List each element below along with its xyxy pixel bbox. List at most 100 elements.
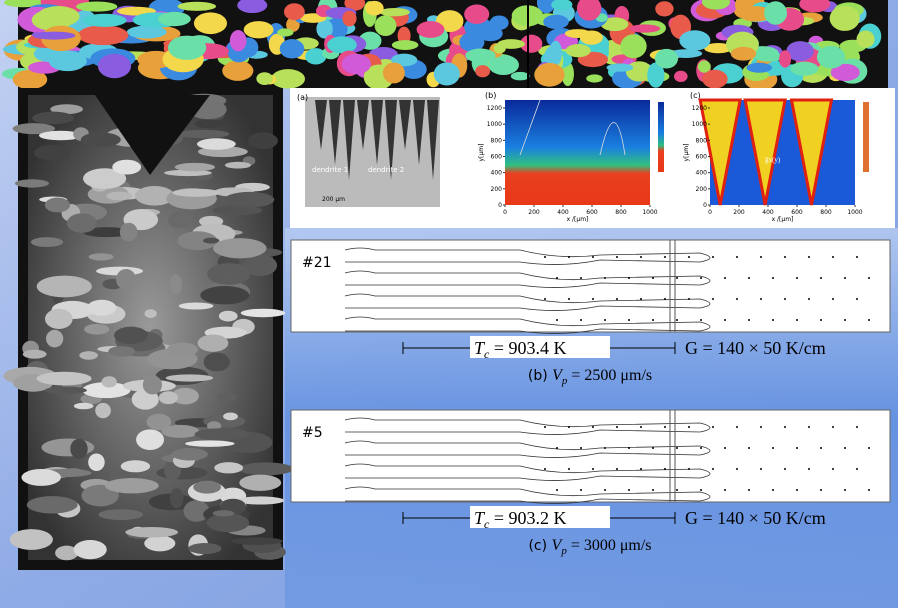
grain bbox=[790, 61, 819, 76]
panel-label: (c) bbox=[690, 91, 701, 100]
dot bbox=[820, 447, 822, 449]
grain bbox=[465, 48, 496, 63]
dot bbox=[724, 489, 726, 491]
grain bbox=[213, 238, 267, 259]
dot bbox=[592, 426, 594, 428]
grain bbox=[565, 43, 591, 58]
dot bbox=[544, 298, 546, 300]
wedge bbox=[789, 98, 834, 206]
sim-box bbox=[290, 239, 891, 333]
symbol: V bbox=[552, 537, 564, 554]
dot bbox=[760, 468, 762, 470]
grain bbox=[38, 130, 83, 141]
panel-label: (a) bbox=[297, 93, 308, 102]
grain bbox=[82, 13, 127, 27]
grain bbox=[120, 460, 151, 473]
dot bbox=[784, 468, 786, 470]
grain bbox=[166, 342, 198, 357]
dot bbox=[676, 319, 678, 321]
annotation: dendrite 2 bbox=[368, 166, 404, 174]
grain bbox=[464, 4, 490, 24]
dot bbox=[712, 468, 714, 470]
grain bbox=[730, 46, 757, 61]
grain bbox=[214, 462, 244, 474]
dot bbox=[628, 489, 630, 491]
dot bbox=[676, 447, 678, 449]
dot bbox=[640, 426, 642, 428]
grain bbox=[101, 376, 117, 388]
dot bbox=[748, 447, 750, 449]
grain bbox=[193, 12, 228, 35]
dot bbox=[688, 298, 690, 300]
dot bbox=[700, 489, 702, 491]
dot bbox=[808, 298, 810, 300]
x-tick-label: 800 bbox=[820, 209, 832, 216]
grain bbox=[489, 15, 509, 31]
grain bbox=[88, 253, 114, 261]
grain bbox=[196, 138, 236, 150]
value: = 3000 μm/s bbox=[567, 537, 652, 554]
grain bbox=[739, 6, 773, 22]
grain bbox=[549, 40, 563, 66]
sim-box bbox=[290, 409, 891, 503]
grain bbox=[391, 40, 419, 50]
grain bbox=[654, 48, 679, 69]
y-tick-label: 0 bbox=[498, 202, 502, 209]
grain bbox=[12, 69, 48, 90]
y-tick-label: 1000 bbox=[692, 121, 707, 128]
dot bbox=[664, 468, 666, 470]
simulations: #21 Tc = 903.4 K G = 140 × 50 K/cm (b) Vp =… bbox=[290, 239, 891, 557]
grain bbox=[203, 237, 220, 244]
dot bbox=[760, 298, 762, 300]
dendrite bbox=[344, 247, 711, 265]
dot bbox=[832, 256, 834, 258]
annotation: g̅x(y) bbox=[765, 156, 781, 164]
grain bbox=[33, 144, 71, 161]
grain bbox=[171, 387, 199, 405]
dot bbox=[688, 256, 690, 258]
grain bbox=[230, 537, 283, 545]
dot bbox=[604, 319, 606, 321]
grain bbox=[112, 159, 142, 175]
colorbar bbox=[863, 102, 869, 172]
dot bbox=[760, 256, 762, 258]
dot bbox=[580, 489, 582, 491]
dot bbox=[844, 447, 846, 449]
grain bbox=[754, 51, 783, 62]
dot bbox=[772, 447, 774, 449]
dot bbox=[604, 489, 606, 491]
grain bbox=[174, 162, 215, 172]
grain bbox=[576, 0, 602, 21]
x-tick-label: 200 bbox=[733, 209, 745, 216]
grain bbox=[212, 205, 263, 216]
x-tick-label: 800 bbox=[615, 209, 627, 216]
y-tick-label: 200 bbox=[491, 186, 503, 193]
dot bbox=[544, 468, 546, 470]
gradient: G = 140 × 50 K/cm bbox=[685, 508, 826, 528]
grain bbox=[22, 349, 47, 359]
simulation: #5 Tc = 903.2 K G = 140 × 50 K/cm (c) Vp = … bbox=[290, 409, 891, 557]
grain bbox=[551, 0, 573, 11]
grain bbox=[77, 25, 129, 46]
grain bbox=[586, 74, 603, 83]
dot bbox=[628, 319, 630, 321]
x-tick-label: 0 bbox=[708, 209, 712, 216]
grain bbox=[177, 231, 218, 251]
grain bbox=[172, 188, 221, 197]
dot bbox=[796, 489, 798, 491]
dot bbox=[604, 447, 606, 449]
dot bbox=[808, 256, 810, 258]
grain bbox=[165, 374, 214, 382]
value: = 2500 μm/s bbox=[567, 367, 652, 384]
dot bbox=[736, 256, 738, 258]
dot bbox=[724, 319, 726, 321]
wedge bbox=[743, 98, 787, 206]
grain bbox=[510, 71, 530, 81]
dendrite bbox=[329, 100, 341, 165]
grain bbox=[277, 28, 294, 37]
dot bbox=[580, 277, 582, 279]
dot bbox=[688, 426, 690, 428]
dendrite bbox=[344, 293, 711, 311]
grain bbox=[79, 351, 98, 360]
grain bbox=[32, 31, 76, 40]
